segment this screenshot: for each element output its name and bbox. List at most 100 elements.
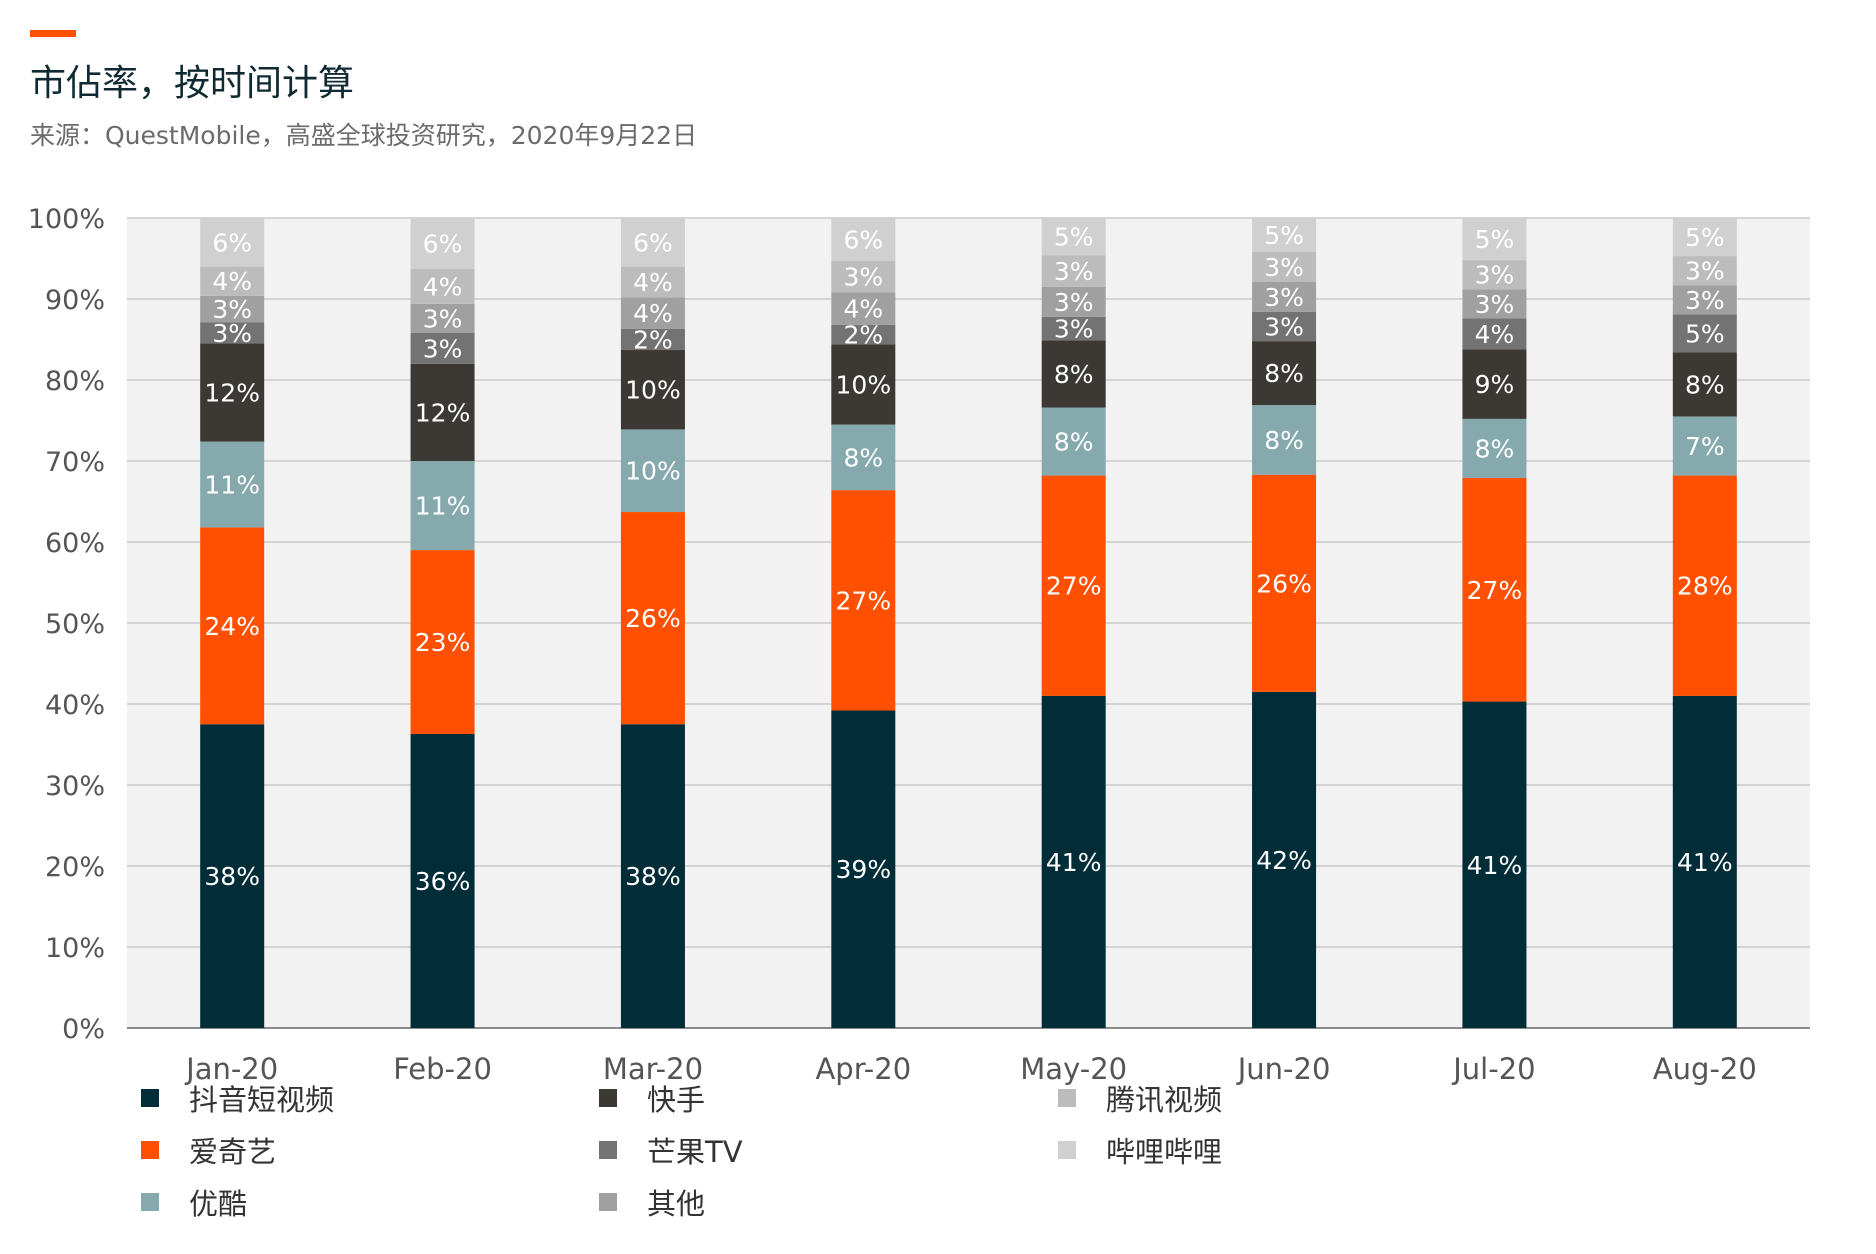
bar-segment: [410, 303, 475, 334]
data-label: 26%: [625, 604, 681, 633]
bar-segment: [1672, 218, 1737, 257]
data-label: 8%: [1264, 426, 1304, 455]
data-label: 4%: [423, 272, 463, 301]
bar-segment: [410, 218, 475, 270]
data-label: 2%: [843, 321, 883, 350]
data-label: 5%: [1685, 319, 1725, 348]
bar-segment: [831, 490, 896, 711]
bar-segment: [200, 527, 265, 725]
bar-segment: [620, 218, 685, 267]
data-label: 6%: [633, 228, 673, 257]
bar-segment: [1462, 318, 1527, 350]
chart-source: 来源：QuestMobile，高盛全球投资研究，2020年9月22日: [30, 121, 698, 150]
data-label: 8%: [1054, 360, 1094, 389]
x-tick-label: Feb-20: [393, 1052, 492, 1086]
bar-segment: [1252, 252, 1317, 282]
data-label: 7%: [1685, 432, 1725, 461]
bar-segment: [1672, 416, 1737, 476]
bar-segment: [831, 292, 896, 325]
data-label: 12%: [204, 379, 260, 408]
bar-segment: [1041, 286, 1106, 317]
bar-segment: [1672, 695, 1737, 1028]
data-label: 3%: [1475, 261, 1515, 290]
data-label: 4%: [1475, 320, 1515, 349]
data-label: 3%: [212, 295, 252, 324]
y-tick-label: 30%: [45, 771, 105, 802]
x-tick-label: Jan-20: [184, 1052, 278, 1086]
bar-segment: [831, 710, 896, 1028]
bar-segment: [1252, 341, 1317, 406]
bar-segment: [1462, 701, 1527, 1028]
bar-segment: [1672, 352, 1737, 417]
bar-segment: [410, 733, 475, 1028]
y-tick-label: 40%: [45, 690, 105, 721]
bar-segment: [1672, 256, 1737, 286]
bar-segment: [620, 429, 685, 513]
bar-segment: [831, 218, 896, 261]
data-label: 9%: [1475, 370, 1515, 399]
data-label: 11%: [415, 492, 471, 521]
data-label: 38%: [204, 862, 260, 891]
data-label: 2%: [633, 326, 673, 355]
bar-segment: [200, 295, 265, 323]
bar-segment: [200, 724, 265, 1028]
data-label: 41%: [1046, 848, 1102, 877]
data-label: 8%: [1054, 428, 1094, 457]
bar-segment: [1462, 289, 1527, 319]
bar-segment: [1252, 281, 1317, 312]
y-tick-label: 60%: [45, 528, 105, 559]
bar-segment: [831, 424, 896, 491]
data-label: 38%: [625, 862, 681, 891]
data-label: 42%: [1256, 846, 1312, 875]
bar-segment: [831, 344, 896, 425]
data-label: 8%: [843, 443, 883, 472]
data-label: 10%: [836, 370, 892, 399]
bar-segment: [620, 297, 685, 329]
x-tick-label: Mar-20: [603, 1052, 703, 1086]
x-tick-label: Apr-20: [815, 1052, 911, 1086]
bar-segment: [1462, 260, 1527, 290]
accent-bar: [30, 30, 76, 37]
bar-segment: [1462, 418, 1527, 479]
data-label: 10%: [625, 376, 681, 405]
bar-segment: [1252, 474, 1317, 692]
bar-segment: [200, 218, 265, 267]
bar-segment: [831, 260, 896, 293]
bar-segment: [1672, 285, 1737, 315]
data-label: 5%: [1475, 225, 1515, 254]
bar-segment: [620, 328, 685, 351]
data-label: 6%: [423, 230, 463, 259]
data-label: 4%: [212, 267, 252, 296]
data-label: 3%: [423, 334, 463, 363]
data-label: 41%: [1677, 848, 1733, 877]
y-tick-label: 0%: [62, 1014, 105, 1045]
data-label: 3%: [1054, 288, 1094, 317]
bar-segment: [1462, 218, 1527, 261]
bar-segment: [620, 512, 685, 725]
y-tick-label: 70%: [45, 447, 105, 478]
bar-segment: [620, 350, 685, 430]
data-label: 8%: [1264, 359, 1304, 388]
bar-segment: [1041, 255, 1106, 287]
data-label: 39%: [836, 855, 892, 884]
data-label: 5%: [1054, 223, 1094, 252]
data-label: 3%: [423, 304, 463, 333]
data-label: 3%: [1475, 290, 1515, 319]
bar-segment: [620, 724, 685, 1028]
bar-segment: [1252, 218, 1317, 253]
data-label: 27%: [1046, 572, 1102, 601]
data-label: 3%: [1054, 257, 1094, 286]
data-label: 27%: [836, 586, 892, 615]
bar-segment: [1041, 695, 1106, 1028]
data-label: 26%: [1256, 569, 1312, 598]
data-label: 3%: [1054, 315, 1094, 344]
data-label: 4%: [633, 268, 673, 297]
data-label: 3%: [1264, 283, 1304, 312]
bar-segment: [1041, 218, 1106, 256]
y-tick-label: 20%: [45, 852, 105, 883]
bar-segment: [200, 343, 265, 442]
y-tick-label: 50%: [45, 609, 105, 640]
data-label: 8%: [1685, 370, 1725, 399]
y-tick-label: 100%: [28, 204, 105, 235]
